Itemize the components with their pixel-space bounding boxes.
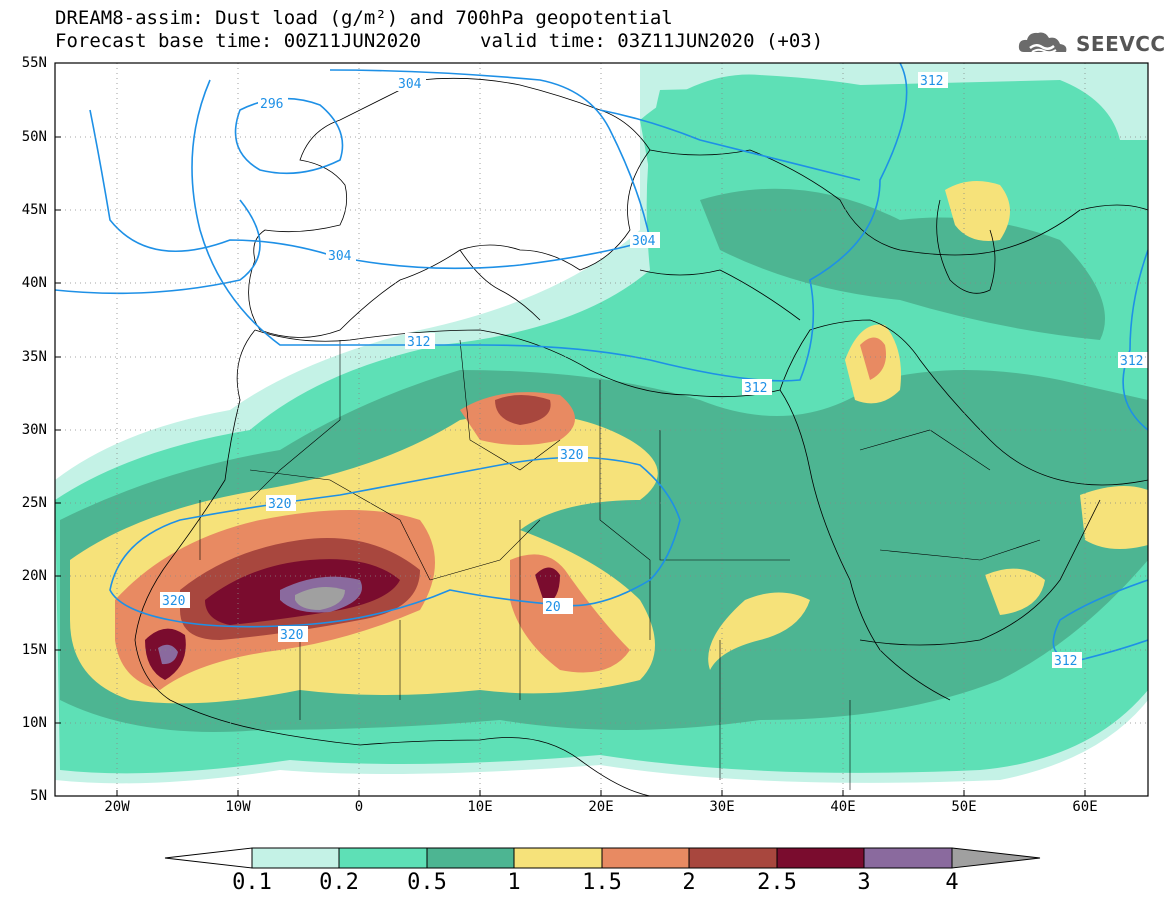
colorbar-swatch	[513, 847, 603, 869]
colorbar-tick-label: 3	[857, 870, 871, 895]
dust-region-yellow-ethiopia	[708, 592, 810, 670]
contour-label: 320	[560, 448, 583, 463]
dust-region-purple-senegal	[158, 644, 178, 665]
cloud-logo-icon	[1018, 32, 1067, 54]
lon-tick-label: 60E	[1072, 799, 1098, 815]
colorbar-tick-label: 0.2	[319, 870, 359, 895]
lat-tick-label: 10N	[21, 715, 47, 731]
contour-label: 304	[632, 234, 656, 249]
lat-tick-label: 15N	[21, 642, 47, 658]
colorbar-tick-label: 4	[945, 870, 959, 895]
colorbar-swatch	[863, 847, 953, 869]
contour-label: 20	[545, 600, 561, 615]
contour-label: 312	[407, 335, 430, 350]
valid-time: valid time: 03Z11JUN2020 (+03)	[480, 30, 824, 52]
lon-tick-label: 30E	[709, 799, 735, 815]
colorbar	[164, 847, 1041, 869]
lat-tick-label: 55N	[21, 55, 47, 71]
colorbar-swatch	[776, 847, 865, 869]
contour-label-boxes	[160, 72, 1148, 668]
colorbar-swatch	[251, 847, 340, 869]
lon-tick-label: 20W	[104, 799, 130, 815]
contour-label: 320	[268, 497, 291, 512]
map-gridlines	[55, 63, 1148, 796]
dust-region-yellow-kaz	[945, 181, 1010, 241]
colorbar-swatch	[688, 847, 778, 869]
contour-label: 312	[1054, 654, 1077, 669]
lat-tick-label: 35N	[21, 349, 47, 365]
lon-tick-label: 40E	[830, 799, 856, 815]
dust-region-brown-libya	[495, 395, 551, 425]
dust-region-gray	[295, 586, 345, 610]
lat-tick-label: 5N	[30, 788, 47, 804]
contour-label: 320	[280, 628, 303, 643]
contour-label: 312	[920, 74, 943, 89]
contour-label: 304	[328, 249, 352, 264]
colorbar-high-arrow	[951, 847, 1041, 869]
colorbar-swatch	[338, 847, 428, 869]
geopotential-contours	[55, 63, 1148, 661]
colorbar-tick-label: 2.5	[757, 870, 797, 895]
colorbar-swatch	[426, 847, 515, 869]
dust-region-yellow-oman	[1080, 486, 1148, 549]
colorbar-tick-label: 0.1	[232, 870, 272, 895]
dust-region-maroon-chad	[535, 567, 560, 605]
colorbar-tick-label: 1	[507, 870, 521, 895]
colorbar-low-arrow	[164, 847, 253, 869]
lon-tick-label: 0	[354, 799, 364, 815]
contour-label: 312	[1120, 354, 1143, 369]
lat-tick-label: 40N	[21, 275, 47, 291]
contour-label: 312	[744, 381, 767, 396]
contour-label: 296	[260, 97, 283, 112]
lon-tick-label: 20E	[588, 799, 614, 815]
country-borders	[199, 339, 1041, 790]
forecast-base-time: Forecast base time: 00Z11JUN2020	[55, 30, 422, 52]
lon-tick-label: 10E	[467, 799, 493, 815]
contour-label: 304	[398, 77, 422, 92]
lon-tick-label: 50E	[951, 799, 977, 815]
dust-region-orange-iraq	[860, 337, 886, 380]
tick-marks	[55, 62, 1086, 796]
lat-tick-label: 50N	[21, 129, 47, 145]
lon-tick-label: 10W	[225, 799, 251, 815]
colorbar-swatch	[601, 847, 690, 869]
colorbar-tick-label: 0.5	[407, 870, 447, 895]
colorbar-tick-label: 2	[682, 870, 696, 895]
logo-text: SEEVCCC	[1076, 32, 1165, 56]
coastlines	[134, 77, 1148, 796]
lat-tick-label: 30N	[21, 422, 47, 438]
lat-tick-label: 25N	[21, 495, 47, 511]
seevccc-logo: SEEVCCC	[1016, 26, 1165, 60]
dust-region-yellow-arabia	[985, 568, 1045, 615]
lat-tick-label: 45N	[21, 202, 47, 218]
contour-labels: 296 304 304 304 312 312 312 312 312 320 …	[162, 74, 1143, 669]
chart-title: DREAM8-assim: Dust load (g/m²) and 700hP…	[55, 7, 673, 29]
contour-label: 320	[162, 594, 185, 609]
lat-tick-label: 20N	[21, 568, 47, 584]
colorbar-tick-label: 1.5	[582, 870, 622, 895]
